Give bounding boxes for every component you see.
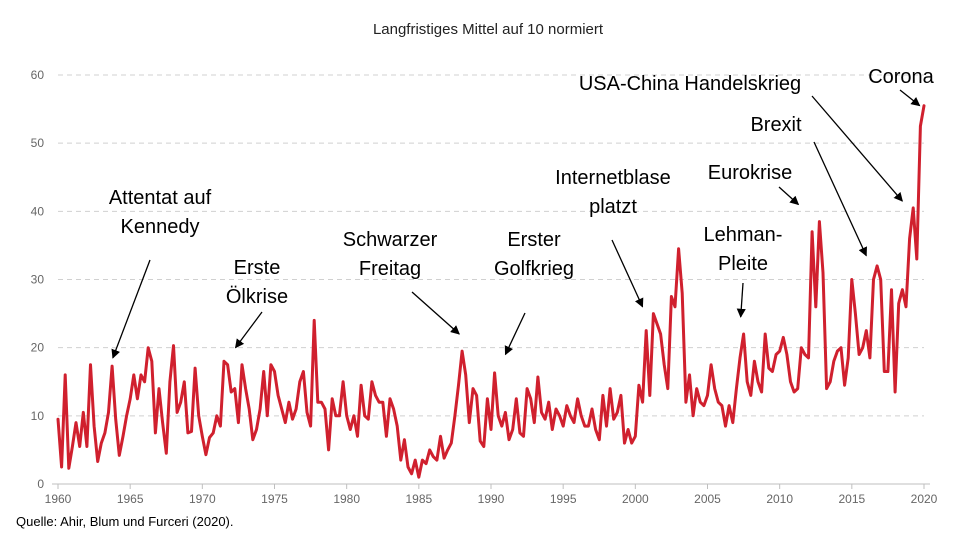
series-layer bbox=[56, 104, 926, 479]
annotation-label: Lehman- Pleite bbox=[704, 224, 783, 275]
annotation-label-line: Kennedy bbox=[121, 216, 200, 238]
y-tick-label: 50 bbox=[31, 136, 45, 150]
x-tick-label: 2005 bbox=[694, 492, 721, 506]
axes: 0 10 20 30 40 50 60 1960 1965 1970 1975 1980 1985 199… bbox=[31, 68, 938, 506]
source-note: Quelle: Ahir, Blum und Furceri (2020). bbox=[16, 514, 234, 529]
annotation-arrow bbox=[234, 311, 263, 349]
annotation-arrow bbox=[899, 89, 921, 107]
annotation-arrow bbox=[778, 186, 800, 206]
x-tick-label: 1960 bbox=[45, 492, 72, 506]
x-tick-label: 1985 bbox=[405, 492, 432, 506]
annotation-arrow bbox=[411, 291, 460, 335]
y-tick-label: 30 bbox=[31, 273, 45, 287]
annotation-label: USA-China Handelskrieg bbox=[579, 73, 801, 95]
annotation-arrow bbox=[813, 141, 867, 257]
x-tick-label: 1995 bbox=[550, 492, 577, 506]
annotation-label-line: Lehman- bbox=[704, 224, 783, 246]
x-tick-label: 1965 bbox=[117, 492, 144, 506]
annotation-label-line: Brexit bbox=[750, 114, 802, 136]
annotation-label: Erster Golfkrieg bbox=[494, 229, 574, 280]
annotation-label: Brexit bbox=[750, 114, 802, 136]
annotation-arrow bbox=[111, 259, 151, 359]
annotation-label-line: Freitag bbox=[359, 258, 421, 280]
annotation-label-line: Eurokrise bbox=[708, 162, 792, 184]
x-tick-label: 2015 bbox=[838, 492, 865, 506]
x-tick-label: 2020 bbox=[911, 492, 938, 506]
x-tick-label: 1990 bbox=[478, 492, 505, 506]
annotation-label-line: Attentat auf bbox=[109, 187, 212, 209]
annotation-label: Attentat auf Kennedy bbox=[109, 187, 212, 238]
annotation-label-line: Golfkrieg bbox=[494, 258, 574, 280]
annotation-label: Corona bbox=[868, 66, 934, 88]
annotation-arrow bbox=[736, 282, 746, 318]
y-tick-label: 0 bbox=[37, 477, 44, 491]
annotation-label-line: USA-China Handelskrieg bbox=[579, 73, 801, 95]
annotation-label: Schwarzer Freitag bbox=[343, 229, 438, 280]
y-tick-label: 20 bbox=[31, 341, 45, 355]
x-tick-label: 1980 bbox=[333, 492, 360, 506]
series-line bbox=[56, 104, 926, 479]
chart-title: Langfristiges Mittel auf 10 normiert bbox=[373, 21, 604, 38]
x-tick-label: 2010 bbox=[766, 492, 793, 506]
annotation-label: Internetblase platzt bbox=[555, 167, 671, 218]
annotation-arrow bbox=[504, 312, 526, 356]
y-tick-label: 10 bbox=[31, 409, 45, 423]
annotation-label: Eurokrise bbox=[708, 162, 792, 184]
annotation-arrow bbox=[811, 95, 903, 202]
grid-lines bbox=[58, 74, 924, 417]
annotation-label-line: Corona bbox=[868, 66, 934, 88]
annotation-label-line: Schwarzer bbox=[343, 229, 438, 251]
annotation-label: Erste Ölkrise bbox=[226, 257, 288, 308]
annotation-labels: Attentat auf Kennedy Erste Ölkrise Schwarzer… bbox=[109, 66, 935, 308]
annotation-label-line: Pleite bbox=[718, 253, 768, 275]
annotation-label-line: Erster bbox=[507, 229, 561, 251]
annotation-arrow bbox=[611, 239, 644, 308]
y-tick-label: 60 bbox=[31, 68, 45, 82]
x-tick-label: 1975 bbox=[261, 492, 288, 506]
y-tick-label: 40 bbox=[31, 204, 45, 218]
annotation-arrows bbox=[111, 89, 921, 359]
annotation-label-line: Ölkrise bbox=[226, 286, 288, 308]
annotation-label-line: Internetblase bbox=[555, 167, 671, 189]
annotation-label-line: platzt bbox=[589, 196, 637, 218]
x-tick-label: 2000 bbox=[622, 492, 649, 506]
annotation-label-line: Erste bbox=[234, 257, 281, 279]
x-tick-label: 1970 bbox=[189, 492, 216, 506]
